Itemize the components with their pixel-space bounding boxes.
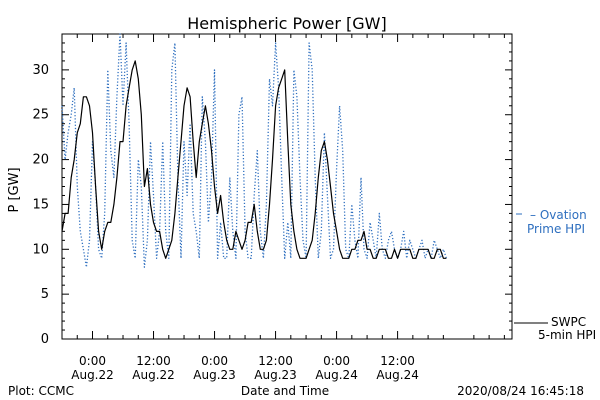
y-tick-label: 0	[41, 332, 49, 347]
x-tick-date-label: Aug.22	[71, 368, 114, 382]
y-axis: 0 5 10 15 20 25 30	[32, 33, 512, 347]
x-tick-time-label: 0:00	[201, 354, 228, 368]
ovation-legend-line2: Prime HPI	[527, 222, 585, 236]
x-tick-time-label: 12:00	[136, 354, 171, 368]
swpc-hpi-line	[61, 60, 447, 259]
plot-credit: Plot: CCMC	[8, 384, 74, 398]
plot-timestamp: 2020/08/24 16:45:18	[457, 384, 584, 398]
chart-title: Hemispheric Power [GW]	[187, 14, 386, 33]
swpc-legend-line2: 5-min HPI	[538, 328, 596, 342]
y-tick-label: 20	[32, 153, 49, 168]
x-tick-time-label: 0:00	[79, 354, 106, 368]
x-tick-date-label: Aug.23	[254, 368, 297, 382]
x-axis-label: Date and Time	[241, 384, 329, 398]
swpc-legend-line1: SWPC	[551, 315, 586, 329]
y-tick-label: 15	[32, 197, 49, 212]
x-tick-date-label: Aug.22	[132, 368, 175, 382]
series-layer	[61, 33, 448, 268]
x-tick-date-label: Aug.24	[376, 368, 419, 382]
x-axis: 0:00Aug.2212:00Aug.220:00Aug.2312:00Aug.…	[61, 34, 505, 382]
x-tick-time-label: 12:00	[380, 354, 415, 368]
y-tick-label: 25	[32, 108, 49, 123]
y-tick-label: 30	[32, 63, 49, 78]
y-tick-label: 5	[41, 287, 49, 302]
x-tick-time-label: 0:00	[323, 354, 350, 368]
y-tick-label: 10	[32, 242, 49, 257]
ovation-legend-line1: – Ovation	[530, 208, 587, 222]
y-axis-label: P [GW]	[7, 167, 22, 212]
x-tick-time-label: 12:00	[258, 354, 293, 368]
x-tick-date-label: Aug.23	[193, 368, 236, 382]
x-tick-date-label: Aug.24	[315, 368, 358, 382]
plot-area-frame	[61, 33, 513, 340]
